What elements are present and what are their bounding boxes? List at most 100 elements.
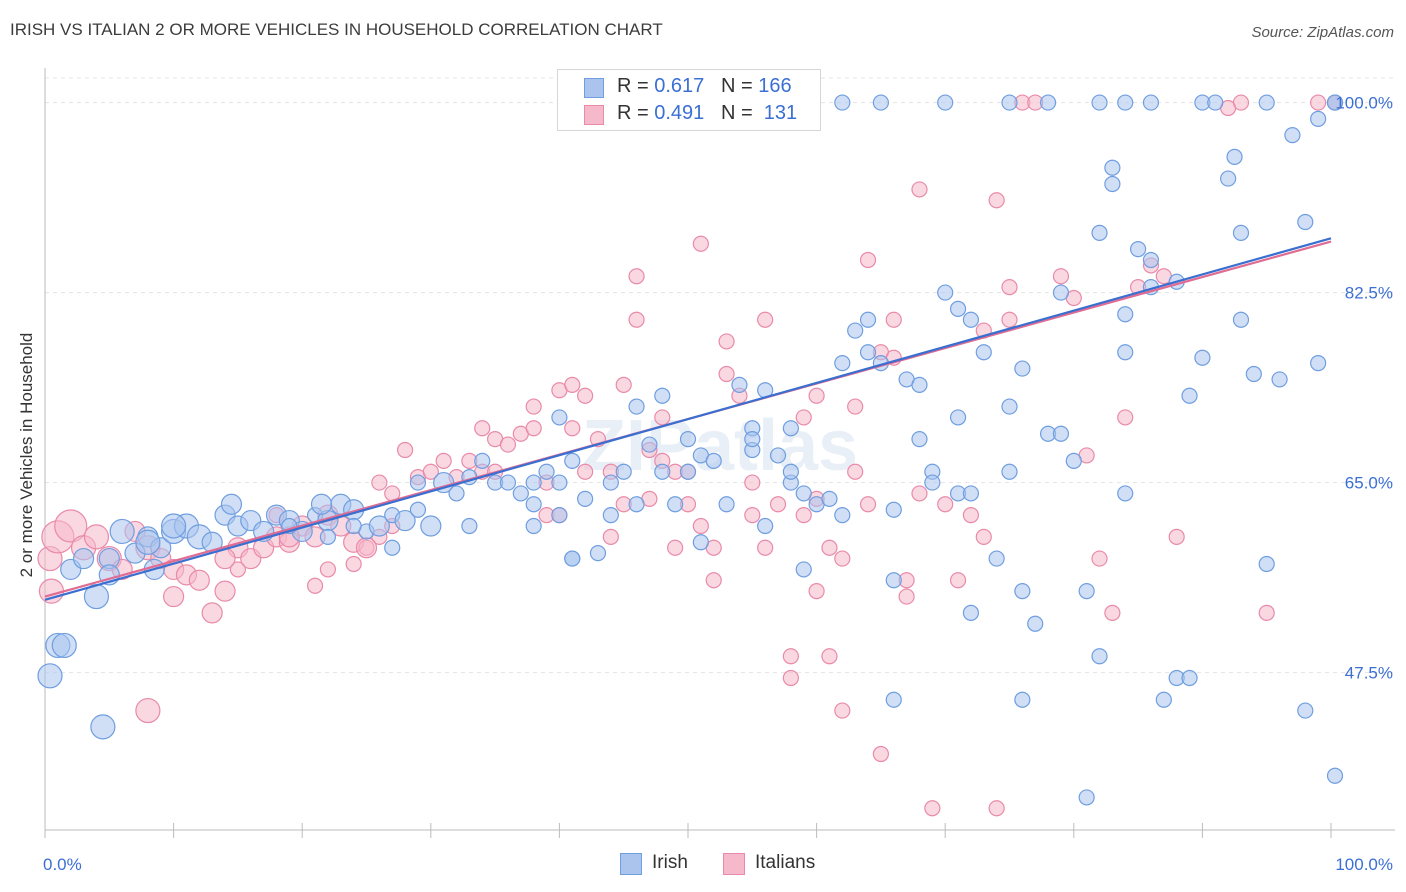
italian-point bbox=[808, 583, 825, 600]
irish-r-value: 0.617 bbox=[654, 75, 705, 97]
irish-point bbox=[602, 474, 619, 491]
irish-point bbox=[757, 517, 774, 535]
irish-point bbox=[769, 447, 787, 464]
irish-point bbox=[949, 300, 967, 317]
italian-point bbox=[615, 376, 632, 393]
italian-point bbox=[975, 528, 992, 545]
irish-point bbox=[551, 507, 568, 524]
italian-point bbox=[769, 496, 787, 513]
italian-point bbox=[474, 420, 491, 437]
irish-point bbox=[1220, 170, 1237, 187]
irish-point bbox=[1078, 583, 1095, 600]
y-tick-label: 65.0% bbox=[1345, 474, 1393, 493]
irish-point bbox=[667, 496, 684, 513]
irish-point bbox=[1014, 583, 1031, 600]
irish-point bbox=[109, 518, 135, 545]
italian-point bbox=[667, 539, 684, 556]
irish-point bbox=[628, 496, 645, 513]
italian-point bbox=[201, 602, 223, 624]
irish-point bbox=[135, 529, 161, 555]
italian-point bbox=[988, 192, 1005, 209]
italian-point bbox=[628, 268, 645, 285]
irish-point bbox=[220, 493, 243, 515]
irish-point bbox=[1310, 110, 1327, 127]
irish-point bbox=[949, 409, 967, 426]
italian-point bbox=[859, 496, 877, 513]
irish-point bbox=[1271, 371, 1288, 388]
irish-point bbox=[551, 474, 568, 491]
irish-point bbox=[782, 420, 799, 437]
italian-point bbox=[962, 507, 980, 524]
italian-point bbox=[834, 702, 851, 719]
irish-point bbox=[577, 490, 594, 507]
irish-swatch bbox=[584, 78, 604, 98]
italian-point bbox=[795, 507, 812, 524]
italian-point bbox=[949, 572, 967, 589]
italian-point bbox=[744, 507, 761, 524]
irish-point bbox=[885, 572, 902, 589]
x-tick-label: 0.0% bbox=[43, 855, 82, 874]
italian-point bbox=[757, 311, 774, 328]
italian-point bbox=[188, 569, 210, 591]
irish-point bbox=[1027, 615, 1044, 632]
italian-point bbox=[859, 251, 877, 269]
irish-point bbox=[90, 714, 116, 740]
italian-point bbox=[911, 485, 928, 502]
irish-point bbox=[1001, 398, 1018, 415]
irish-points bbox=[37, 94, 1344, 806]
italian-point bbox=[602, 528, 619, 545]
irish-point bbox=[1117, 94, 1134, 111]
italian-point bbox=[577, 463, 594, 480]
italian-point bbox=[1001, 279, 1018, 296]
irish-point bbox=[975, 344, 992, 361]
axes bbox=[44, 68, 1395, 838]
irish-point bbox=[1142, 94, 1160, 111]
italian-point bbox=[1001, 311, 1018, 328]
irish-point bbox=[1014, 360, 1031, 377]
irish-point bbox=[924, 474, 941, 491]
irish-point bbox=[589, 545, 607, 562]
irish-point bbox=[962, 311, 980, 328]
italian-legend-swatch bbox=[723, 853, 745, 875]
irish-point bbox=[1104, 175, 1121, 193]
irish-trend-line bbox=[44, 237, 1332, 601]
italian-point bbox=[214, 580, 236, 602]
italian-point bbox=[54, 509, 88, 543]
irish-point bbox=[1091, 224, 1108, 241]
italian-point bbox=[705, 572, 722, 589]
irish-point bbox=[345, 517, 362, 535]
irish-point bbox=[1245, 365, 1262, 383]
italian-point bbox=[847, 398, 864, 415]
irish-point bbox=[51, 632, 77, 659]
italian-point bbox=[744, 474, 761, 491]
irish-point bbox=[1129, 241, 1147, 258]
irish-point bbox=[692, 534, 709, 551]
irish-point bbox=[602, 507, 619, 524]
italian-point bbox=[692, 517, 709, 535]
italian-r-value: 0.491 bbox=[654, 102, 705, 124]
irish-point bbox=[859, 311, 877, 328]
italian-point bbox=[435, 452, 452, 469]
chart-title: IRISH VS ITALIAN 2 OR MORE VEHICLES IN H… bbox=[10, 20, 663, 39]
irish-point bbox=[161, 513, 187, 539]
irish-point bbox=[525, 474, 542, 491]
irish-point bbox=[795, 561, 812, 578]
irish-point bbox=[872, 94, 890, 111]
irish-point bbox=[368, 515, 390, 537]
irish-point bbox=[744, 431, 761, 448]
irish-point bbox=[448, 485, 465, 502]
italian-point bbox=[319, 561, 337, 578]
irish-point bbox=[1091, 648, 1108, 665]
irish-point bbox=[1052, 284, 1070, 301]
irish-point bbox=[705, 452, 722, 469]
italian-point bbox=[821, 648, 838, 665]
irish-point bbox=[37, 663, 63, 689]
irish-point bbox=[564, 550, 581, 567]
irish-point bbox=[937, 94, 954, 111]
italian-point bbox=[1104, 604, 1121, 621]
irish-point bbox=[885, 691, 902, 708]
irish-point bbox=[1117, 306, 1134, 323]
irish-point bbox=[564, 452, 581, 469]
tick-labels: 47.5% 65.0% 82.5% 100.0% 0.0% 100.0% bbox=[43, 94, 1393, 874]
italian-point bbox=[38, 578, 65, 604]
